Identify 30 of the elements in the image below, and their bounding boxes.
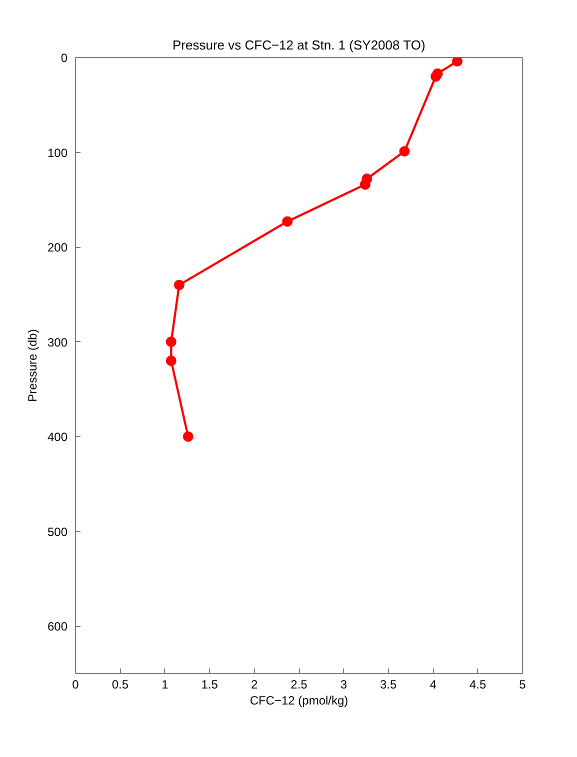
y-tick-label: 300 — [47, 335, 68, 350]
y-tick-label: 400 — [47, 430, 68, 444]
x-tick-label: 1.5 — [201, 678, 218, 692]
y-tick-label: 500 — [47, 524, 68, 539]
y-tick-label: 100 — [47, 146, 68, 160]
point — [430, 71, 442, 82]
x-tick-label: 2 — [250, 678, 258, 692]
y-axis-title: Pressure (db) — [25, 329, 40, 402]
point — [452, 58, 462, 67]
x-tick-label: 0 — [72, 678, 80, 692]
x-tick-label: 5 — [519, 678, 526, 692]
x-axis-title: CFC−12 (pmol/kg) — [250, 694, 348, 708]
point — [360, 179, 370, 190]
x-tick-label: 0.5 — [112, 678, 129, 692]
point — [182, 431, 194, 442]
point — [174, 280, 184, 290]
point — [166, 356, 176, 366]
y-tick-label: 0 — [60, 51, 68, 65]
point — [282, 216, 293, 227]
x-tick-label: 1 — [162, 678, 169, 692]
x-tick-label: 2.5 — [290, 678, 308, 692]
x-tick-label: 4 — [430, 678, 437, 692]
chart-title: Pressure vs CFC−12 at Stn. 1 (SY2008 TO) — [172, 38, 426, 52]
y-tick-label: 600 — [47, 620, 68, 634]
point — [399, 146, 410, 157]
point — [166, 336, 176, 348]
x-tick-label: 4.5 — [469, 678, 486, 692]
y-tick-label: 200 — [47, 240, 68, 255]
x-tick-label: 3.5 — [380, 678, 398, 692]
x-tick-label: 3 — [340, 678, 348, 692]
